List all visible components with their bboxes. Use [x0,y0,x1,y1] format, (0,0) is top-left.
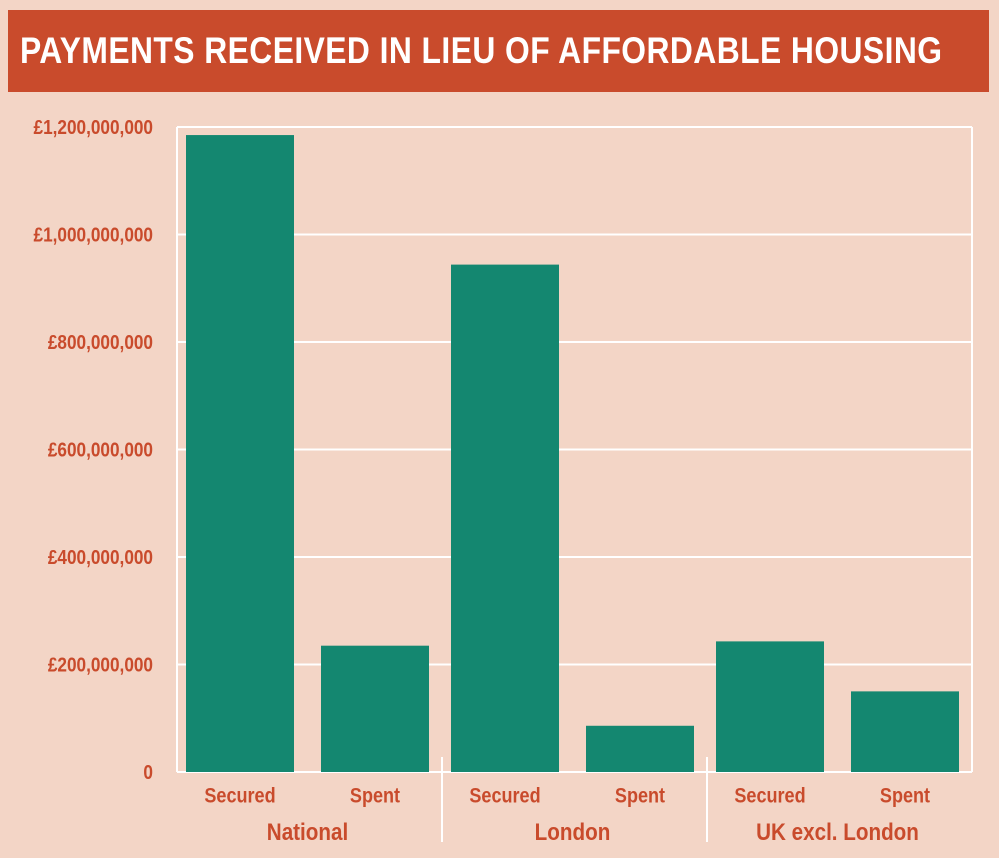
chart-title: PAYMENTS RECEIVED IN LIEU OF AFFORDABLE … [20,30,943,71]
x-category-label: Secured [204,784,275,808]
x-group-label: UK excl. London [756,819,919,846]
x-category-label: Spent [615,784,666,808]
y-tick-label: £200,000,000 [48,653,153,676]
y-tick-label: £1,000,000,000 [34,223,153,246]
x-category-label: Spent [350,784,401,808]
bar [321,645,429,772]
x-category-label: Spent [880,784,931,808]
x-group-label: National [267,819,348,846]
y-tick-label: 0 [143,761,153,784]
y-tick-label: £800,000,000 [48,331,153,354]
y-tick-label: £400,000,000 [48,546,153,569]
x-category-label: Secured [469,784,540,808]
bar [586,725,694,772]
bar [451,264,559,772]
y-tick-label: £600,000,000 [48,438,153,461]
x-category-label: Secured [734,784,805,808]
title-bar: PAYMENTS RECEIVED IN LIEU OF AFFORDABLE … [8,10,989,92]
y-tick-label: £1,200,000,000 [34,116,153,139]
bar [716,641,824,772]
bar [851,691,959,772]
x-group-label: London [535,819,611,846]
bar [186,135,294,772]
